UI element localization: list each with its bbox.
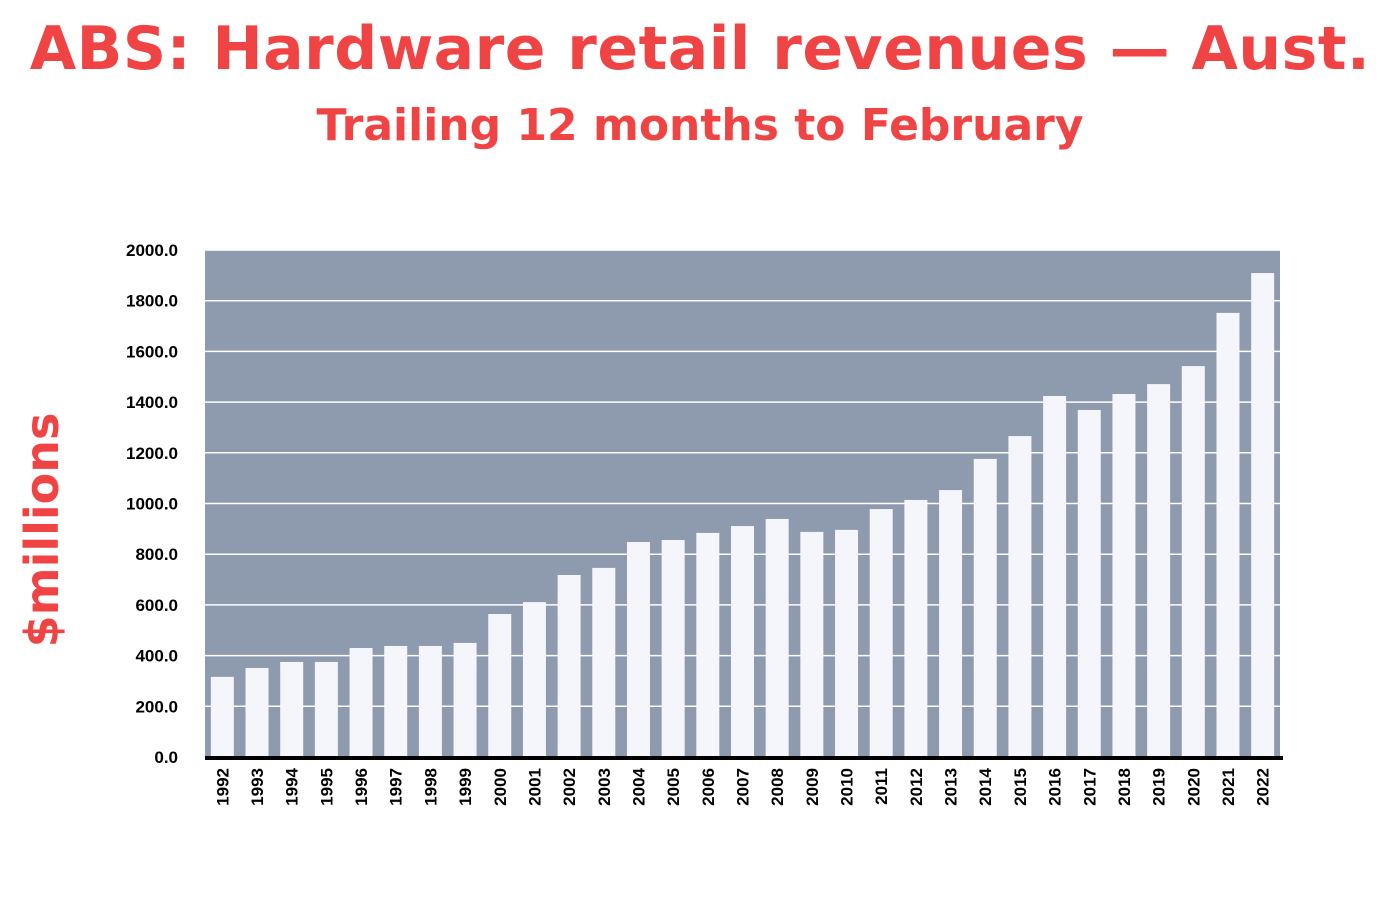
bar-2014	[973, 458, 997, 757]
chart-title: ABS: Hardware retail revenues — Aust.	[29, 14, 1371, 84]
x-tick-label: 2001	[525, 768, 544, 806]
bar-2020	[1181, 366, 1205, 757]
x-tick-label: 2010	[838, 768, 857, 806]
y-tick-label: 1800.0	[126, 292, 178, 311]
bar-1997	[384, 645, 408, 757]
x-tick-label: 2018	[1115, 768, 1134, 806]
bar-2006	[696, 532, 720, 757]
bar-2017	[1077, 409, 1101, 757]
x-tick-label: 2007	[734, 768, 753, 806]
chart-subtitle: Trailing 12 months to February	[316, 100, 1084, 151]
x-tick-label: 2002	[560, 768, 579, 806]
x-tick-label: 2006	[699, 768, 718, 806]
bar-1999	[453, 642, 477, 757]
bar-2005	[661, 540, 685, 757]
x-tick-label: 1995	[317, 768, 336, 806]
x-tick-label: 1993	[248, 768, 267, 806]
x-tick-label: 2017	[1080, 768, 1099, 806]
bar-2022	[1251, 273, 1275, 757]
bar-2010	[835, 529, 859, 757]
y-tick-label: 0.0	[154, 748, 178, 767]
bar-2007	[731, 526, 754, 757]
bar-2003	[592, 567, 616, 757]
bar-2021	[1216, 312, 1240, 757]
y-tick-label: 1200.0	[126, 444, 178, 463]
x-tick-label: 1997	[387, 768, 406, 806]
bar-1993	[245, 668, 269, 757]
bar-2015	[1008, 436, 1032, 757]
bar-1995	[314, 661, 338, 757]
bar-1992	[210, 676, 234, 757]
bar-2009	[800, 531, 824, 757]
y-tick-label: 2000.0	[126, 241, 178, 260]
y-tick-label: 600.0	[135, 596, 178, 615]
x-tick-label: 1998	[421, 768, 440, 806]
y-tick-label: 1000.0	[126, 495, 178, 514]
bar-2016	[1043, 396, 1067, 757]
y-tick-label: 1400.0	[126, 393, 178, 412]
x-tick-label: 1999	[456, 768, 475, 806]
x-tick-label: 1992	[213, 768, 232, 806]
bar-2011	[869, 509, 893, 757]
x-tick-label: 2016	[1046, 768, 1065, 806]
bar-2018	[1112, 393, 1136, 757]
y-tick-label: 200.0	[135, 697, 178, 716]
bar-2008	[765, 518, 789, 757]
bar-2002	[557, 574, 581, 757]
bar-2001	[522, 602, 546, 757]
bar-1994	[280, 661, 304, 757]
bar-2004	[626, 542, 650, 757]
y-tick-label: 1600.0	[126, 342, 178, 361]
x-tick-label: 2014	[976, 767, 995, 805]
bar-1996	[349, 647, 373, 757]
x-tick-label: 2021	[1219, 768, 1238, 806]
x-tick-label: 2000	[491, 768, 510, 806]
x-tick-label: 2022	[1254, 768, 1273, 806]
x-tick-label: 2020	[1184, 768, 1203, 806]
bar-2000	[488, 614, 512, 757]
x-tick-label: 2009	[803, 768, 822, 806]
x-tick-label: 2019	[1150, 768, 1169, 806]
bar-2019	[1147, 384, 1171, 757]
bar-2012	[904, 499, 928, 757]
bar-1998	[418, 645, 442, 757]
y-tick-label: 400.0	[135, 647, 178, 666]
x-tick-label: 2003	[595, 768, 614, 806]
x-tick-label: 2005	[664, 768, 683, 806]
x-tick-label: 2013	[942, 768, 961, 806]
x-tick-label: 1994	[283, 767, 302, 805]
x-tick-label: 2008	[768, 768, 787, 806]
x-tick-label: 2011	[872, 768, 891, 805]
x-tick-label: 2015	[1011, 768, 1030, 806]
x-tick-label: 1996	[352, 768, 371, 806]
bar-2013	[939, 490, 963, 757]
x-tick-label: 2012	[907, 768, 926, 806]
x-tick-label: 2004	[629, 767, 648, 805]
y-tick-label: 800.0	[135, 545, 178, 564]
